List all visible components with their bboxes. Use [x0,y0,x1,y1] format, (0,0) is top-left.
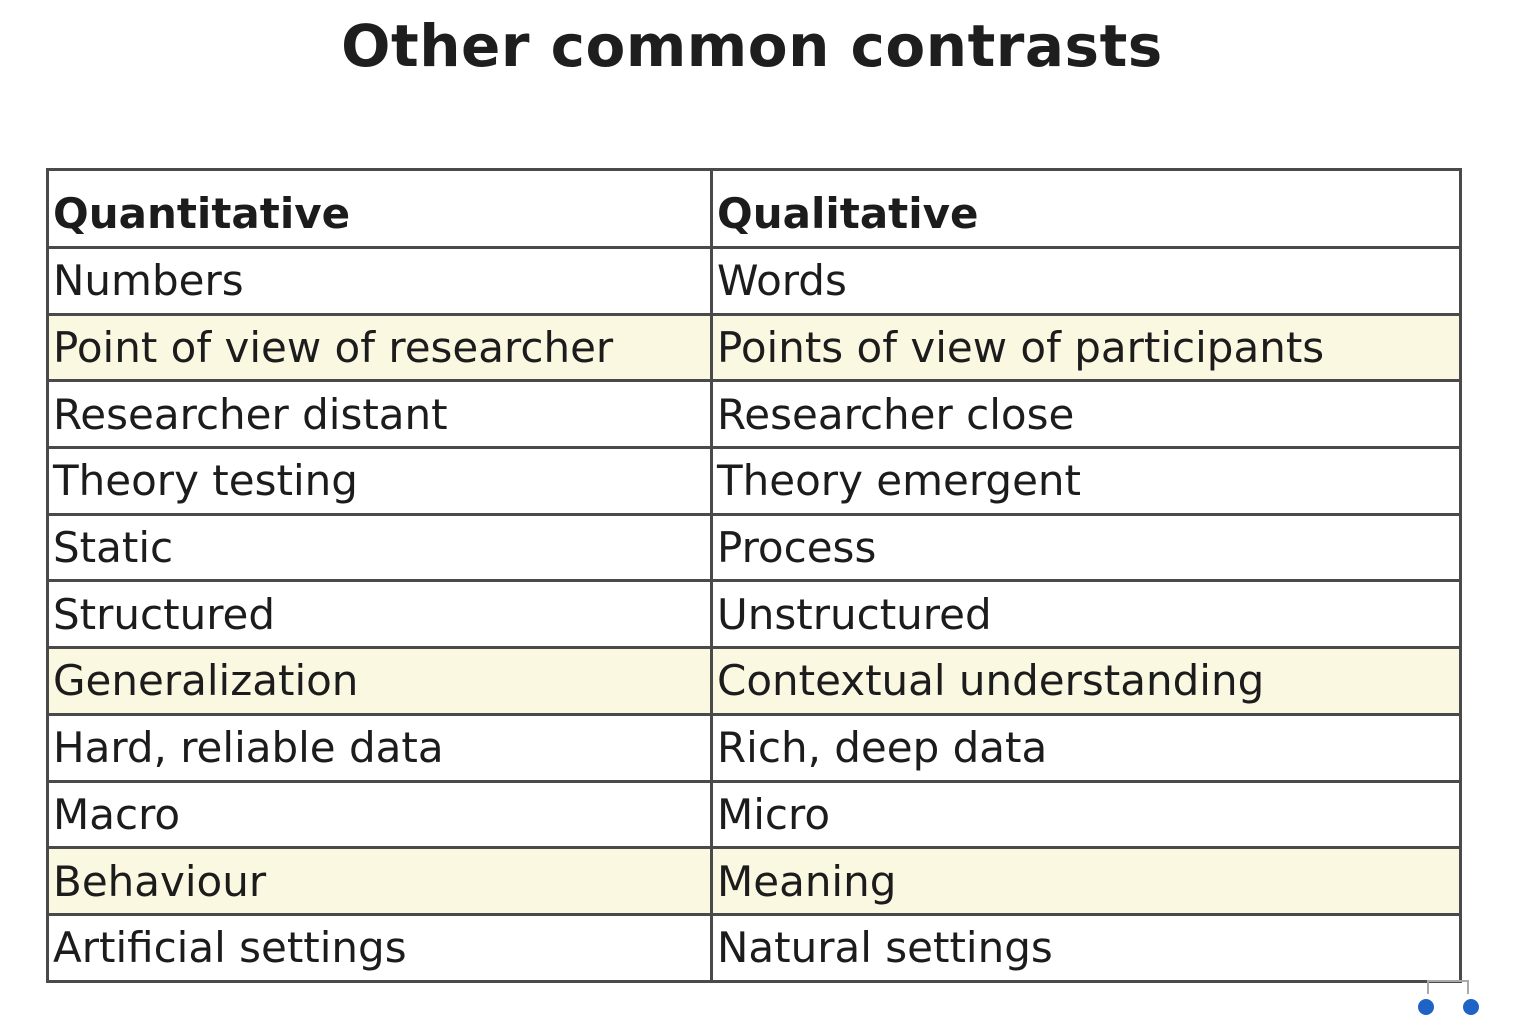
table-row: Structured Unstructured [46,579,1462,650]
cell-qualitative: Natural settings [710,912,1462,983]
table-row: Numbers Words [46,246,1462,316]
cell-qualitative: Researcher close [710,379,1462,450]
prev-dot-icon[interactable] [1418,999,1434,1015]
slide-title: Other common contrasts [341,12,1163,80]
table-row: Artificial settings Natural settings [46,912,1462,983]
table-row: Static Process [46,512,1462,583]
table-row: Researcher distant Researcher close [46,379,1462,450]
cell-quantitative: Researcher distant [46,379,713,450]
cell-quantitative: Hard, reliable data [46,712,713,783]
cell-qualitative: Micro [710,779,1462,850]
contrast-table: Quantitative Qualitative Numbers Words P… [46,168,1462,983]
cell-quantitative: Macro [46,779,713,850]
cell-qualitative: Meaning [710,846,1462,916]
table-row: Macro Micro [46,779,1462,850]
cell-quantitative: Static [46,512,713,583]
cell-qualitative: Unstructured [710,579,1462,650]
cell-qualitative: Theory emergent [710,446,1462,516]
header-quantitative: Quantitative [46,168,713,249]
cell-qualitative: Process [710,512,1462,583]
cell-quantitative: Point of view of researcher [46,312,713,383]
table-row: Point of view of researcher Points of vi… [46,312,1462,383]
cell-quantitative: Structured [46,579,713,650]
table-row: Behaviour Meaning [46,846,1462,916]
table-row: Generalization Contextual understanding [46,646,1462,716]
nav-bracket-icon [1427,980,1469,994]
cell-qualitative: Contextual understanding [710,646,1462,716]
cell-qualitative: Words [710,246,1462,316]
next-dot-icon[interactable] [1463,999,1479,1015]
cell-quantitative: Theory testing [46,446,713,516]
cell-quantitative: Artificial settings [46,912,713,983]
cell-qualitative: Points of view of participants [710,312,1462,383]
table-header-row: Quantitative Qualitative [46,168,1462,249]
cell-qualitative: Rich, deep data [710,712,1462,783]
cell-quantitative: Generalization [46,646,713,716]
cell-quantitative: Behaviour [46,846,713,916]
cell-quantitative: Numbers [46,246,713,316]
header-qualitative: Qualitative [710,168,1462,249]
slide-nav-control[interactable] [1416,978,1484,1018]
table-row: Theory testing Theory emergent [46,446,1462,516]
table-row: Hard, reliable data Rich, deep data [46,712,1462,783]
